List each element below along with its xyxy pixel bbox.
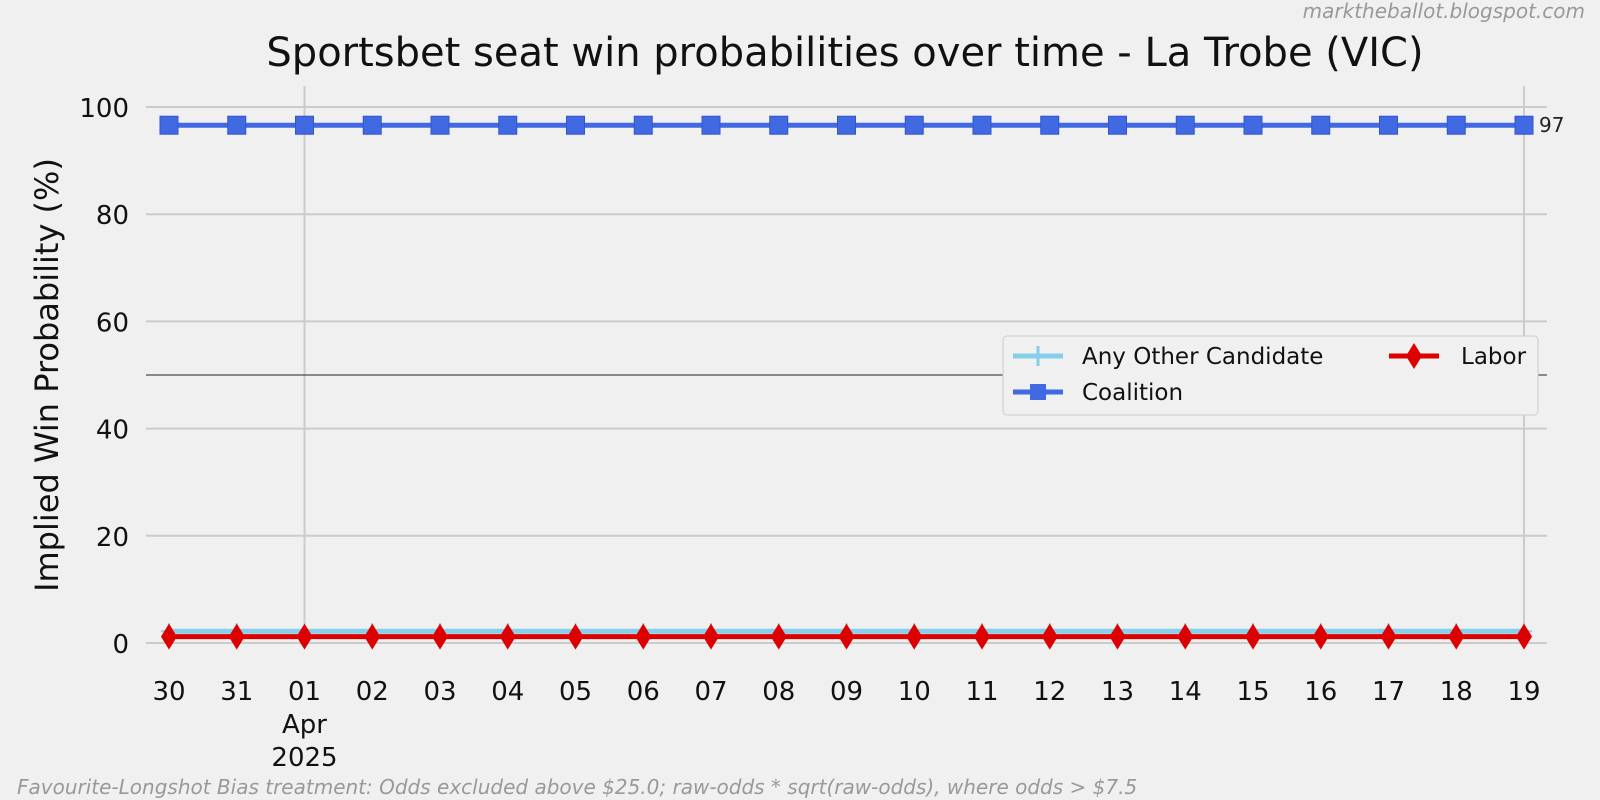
data-point-diamond: [228, 623, 245, 650]
data-point-diamond: [1177, 623, 1194, 650]
data-point-square: [837, 115, 856, 135]
data-point-square: [430, 115, 450, 135]
data-point-square: [633, 115, 653, 135]
data-point-diamond: [1041, 623, 1058, 650]
data-point-square: [972, 115, 992, 135]
watermark: marktheballot.blogspot.com: [1303, 0, 1585, 23]
data-point-diamond: [974, 623, 990, 650]
legend: Any Other Candidate Labor Coalition: [1002, 335, 1539, 416]
data-point-square: [1514, 115, 1534, 135]
series-coalition: 97: [159, 113, 1564, 137]
x-tick-label: 19: [1507, 677, 1540, 707]
data-point-square: [1108, 115, 1127, 135]
data-point-diamond: [906, 623, 923, 650]
data-point-diamond: [770, 623, 787, 650]
x-tick-year-label: 2025: [271, 743, 337, 773]
y-tick-label: 80: [96, 201, 129, 231]
legend-plus-icon: [1028, 346, 1048, 366]
data-point-square: [566, 115, 585, 135]
data-point-square: [701, 115, 721, 135]
x-tick-label: 13: [1101, 677, 1134, 707]
data-point-diamond: [1312, 623, 1329, 650]
data-point-diamond: [703, 623, 719, 650]
x-tick-label: 02: [356, 677, 389, 707]
x-tick-label: 01: [288, 677, 321, 707]
data-point-square: [1040, 115, 1060, 135]
legend-label-coalition: Coalition: [1082, 380, 1183, 406]
grid: [146, 86, 1547, 644]
legend-label-labor: Labor: [1461, 344, 1527, 370]
y-axis-label: Implied Win Probability (%): [28, 158, 66, 592]
chart-title: Sportsbet seat win probabilities over ti…: [266, 30, 1423, 76]
x-axis-ticks: 30 31 01 02 03 04 05 06 07 08 09 10 11 12 13 14 15 16 17 18…: [152, 677, 1540, 773]
data-point-diamond: [432, 623, 448, 650]
data-point-square: [1446, 115, 1466, 135]
x-tick-label: 07: [694, 677, 727, 707]
data-point-square: [362, 115, 382, 135]
y-tick-label: 0: [112, 630, 129, 660]
data-point-square: [159, 115, 179, 135]
data-point-square: [1175, 115, 1195, 135]
x-tick-label: 18: [1440, 677, 1473, 707]
data-point-square: [227, 115, 247, 135]
data-point-square: [904, 115, 924, 135]
data-point-diamond: [635, 623, 652, 650]
data-point-diamond: [1448, 623, 1465, 650]
data-point-diamond: [1245, 623, 1261, 650]
data-point-diamond: [296, 623, 313, 650]
data-point-diamond: [364, 623, 381, 650]
x-tick-label: 06: [627, 677, 660, 707]
data-point-square: [1311, 115, 1331, 135]
end-value-label: 97: [1539, 113, 1564, 137]
y-tick-label: 100: [79, 94, 129, 124]
y-tick-label: 60: [96, 308, 129, 338]
x-tick-label: 16: [1304, 677, 1337, 707]
data-point-diamond: [838, 623, 855, 650]
data-point-square: [1243, 115, 1263, 135]
series-labor: [161, 623, 1532, 650]
x-tick-label: 03: [423, 677, 456, 707]
x-tick-label: 17: [1372, 677, 1405, 707]
data-point-diamond: [1109, 623, 1126, 650]
data-point-square: [769, 115, 789, 135]
data-point-diamond: [1380, 623, 1397, 650]
data-point-diamond: [1516, 623, 1532, 650]
x-tick-label: 12: [1033, 677, 1066, 707]
y-tick-label: 40: [96, 416, 129, 446]
x-tick-label: 08: [762, 677, 795, 707]
series-layer: 97: [159, 113, 1564, 650]
x-tick-label: 15: [1236, 677, 1269, 707]
data-point-square: [1379, 115, 1398, 135]
footnote: Favourite-Longshot Bias treatment: Odds …: [17, 775, 1137, 799]
x-tick-label: 10: [898, 677, 931, 707]
legend-diamond-icon: [1406, 343, 1422, 369]
x-tick-label: 14: [1169, 677, 1202, 707]
data-point-square: [498, 115, 518, 135]
x-tick-label: 05: [559, 677, 592, 707]
x-tick-month-label: Apr: [282, 710, 327, 740]
data-point-diamond: [499, 623, 516, 650]
legend-square-icon: [1030, 384, 1046, 400]
x-tick-label: 09: [830, 677, 863, 707]
data-point-square: [295, 115, 314, 135]
x-tick-label: 31: [220, 677, 253, 707]
data-point-diamond: [567, 623, 584, 650]
legend-label-any-other: Any Other Candidate: [1082, 344, 1323, 370]
x-tick-label: 11: [965, 677, 998, 707]
y-tick-label: 20: [96, 523, 129, 553]
y-axis-ticks: 0 20 40 60 80 100: [79, 94, 129, 660]
x-tick-label: 30: [152, 677, 185, 707]
data-point-diamond: [161, 623, 177, 650]
x-tick-label: 04: [491, 677, 524, 707]
